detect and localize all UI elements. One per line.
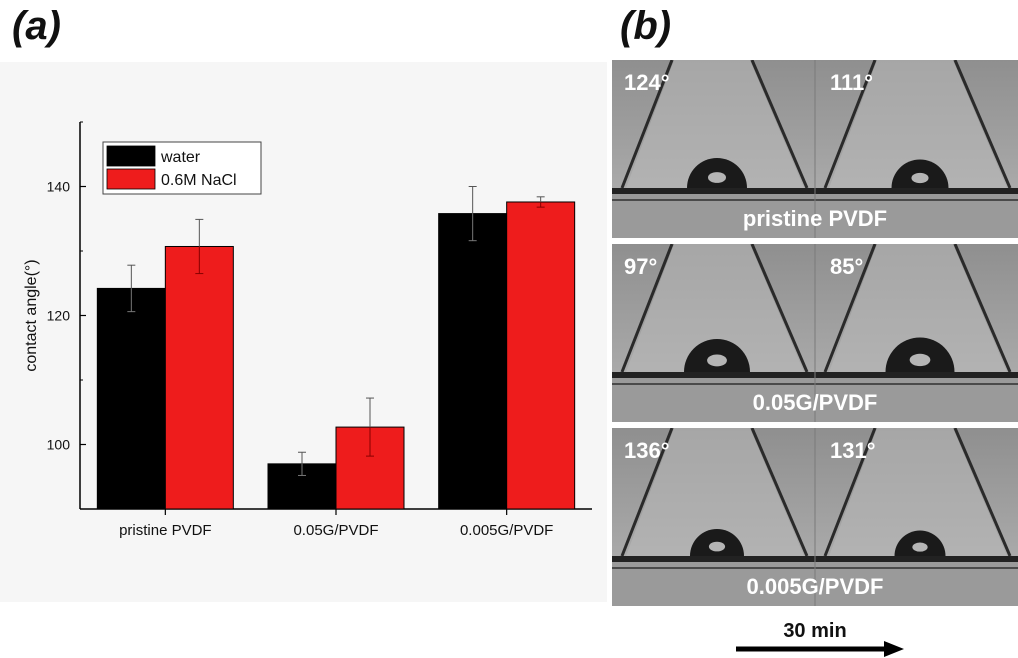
- panel-label-b: (b): [620, 4, 672, 48]
- angle-label-initial: 97°: [624, 254, 658, 279]
- needle-line: [620, 428, 674, 557]
- needle-line: [620, 244, 674, 373]
- droplet-highlight: [707, 354, 727, 367]
- needle-shadow: [829, 428, 1007, 556]
- angle-label-final: 111°: [830, 70, 874, 95]
- x-tick-label: 0.05G/PVDF: [293, 522, 378, 539]
- needle-shadow: [626, 60, 804, 188]
- x-tick-label: 0.005G/PVDF: [460, 522, 553, 539]
- contact-angle-chart: 100 120 140 contact angle(°) pristine PVDF 0.…: [0, 62, 607, 602]
- time-label: 30 min: [783, 620, 847, 642]
- legend-swatch: [106, 168, 156, 190]
- sample-label: 0.005G/PVDF: [746, 574, 884, 599]
- needle-line: [620, 60, 674, 189]
- droplet-highlight: [911, 172, 929, 184]
- needle-shadow: [626, 428, 804, 556]
- y-tick-label: 120: [47, 308, 71, 324]
- droplet-highlight: [909, 353, 931, 367]
- bar-water: [438, 213, 508, 510]
- needle-line: [823, 244, 877, 373]
- angle-label-final: 131°: [830, 438, 876, 463]
- needle-shadow: [829, 244, 1007, 372]
- needle-line: [750, 244, 809, 373]
- needle-line: [750, 428, 809, 557]
- droplet-highlight: [708, 172, 726, 183]
- droplet-photo-svg: [612, 428, 1018, 606]
- chart-svg: 100 120 140 contact angle(°) pristine PVDF 0.…: [23, 121, 592, 539]
- angle-label-initial: 136°: [624, 438, 670, 463]
- droplet-photo-svg: [612, 60, 1018, 238]
- legend-swatch: [106, 145, 156, 167]
- droplet-photo-005g: 97° 85° 0.05G/PVDF: [612, 244, 1018, 422]
- y-tick-label: 100: [47, 437, 71, 453]
- y-tick-label: 140: [47, 179, 71, 195]
- bar-nacl: [164, 245, 234, 510]
- droplet-photo-pristine: 124° 111° pristine PVDF: [612, 60, 1018, 238]
- needle-line: [953, 244, 1012, 373]
- droplet-highlight: [708, 541, 726, 552]
- angle-label-final: 85°: [830, 254, 864, 279]
- droplet-photo-0005g: 136° 131° 0.005G/PVDF: [612, 428, 1018, 606]
- needle-line: [823, 428, 877, 557]
- panel-label-a: (a): [12, 4, 61, 48]
- sample-label: pristine PVDF: [742, 206, 888, 231]
- needle-shadow: [626, 244, 804, 372]
- droplet-highlight: [912, 542, 928, 552]
- bar-water: [96, 287, 166, 510]
- needle-line: [953, 428, 1012, 557]
- needle-line: [953, 60, 1012, 189]
- y-axis-label: contact angle(°): [23, 259, 40, 371]
- angle-label-initial: 124°: [624, 70, 670, 95]
- needle-line: [750, 60, 809, 189]
- legend-label: 0.6M NaCl: [161, 172, 237, 189]
- time-arrow-icon: [736, 641, 904, 657]
- bar-nacl: [506, 201, 576, 510]
- droplet-photo-column: 124° 111° pristine PVDF 97° 85° 0.05G/PV…: [612, 60, 1018, 606]
- legend-label: water: [160, 149, 201, 166]
- droplet-photo-svg: [612, 244, 1018, 422]
- sample-label: 0.05G/PVDF: [752, 390, 878, 415]
- needle-line: [823, 60, 877, 189]
- x-tick-label: pristine PVDF: [119, 522, 212, 539]
- needle-shadow: [829, 60, 1007, 188]
